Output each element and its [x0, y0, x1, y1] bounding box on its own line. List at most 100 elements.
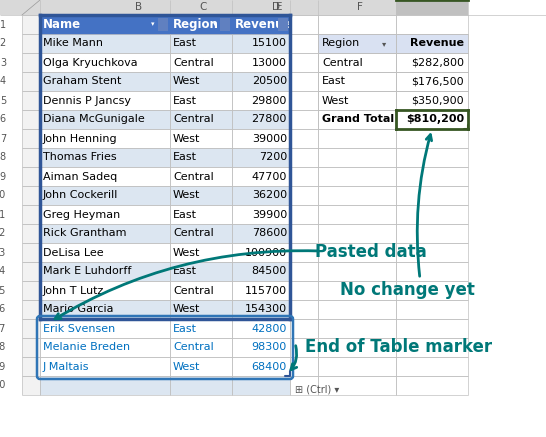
Bar: [318, 91, 396, 110]
Bar: [232, 110, 290, 129]
Bar: [318, 91, 396, 110]
Bar: [170, 319, 232, 338]
Bar: [232, 72, 290, 91]
Text: West: West: [173, 191, 200, 201]
Bar: [22, 262, 40, 281]
Bar: [170, 262, 232, 281]
Bar: [22, 15, 40, 34]
Bar: [158, 18, 168, 31]
Bar: [232, 91, 290, 110]
Text: J Maltais: J Maltais: [43, 361, 90, 371]
Text: 15100: 15100: [252, 38, 287, 49]
Bar: [170, 15, 232, 34]
Bar: [40, 186, 170, 205]
Text: 16: 16: [0, 305, 6, 315]
Bar: [290, 186, 318, 205]
Bar: [232, 376, 290, 395]
Text: Mark E Luhdorff: Mark E Luhdorff: [43, 267, 132, 277]
Bar: [396, 110, 468, 129]
Bar: [396, 243, 468, 262]
Text: Pasted data: Pasted data: [315, 243, 427, 261]
Bar: [40, 72, 170, 91]
Bar: [290, 224, 318, 243]
Bar: [290, 243, 318, 262]
Bar: [396, 224, 468, 243]
Text: 11: 11: [0, 209, 6, 219]
Text: C: C: [199, 3, 207, 13]
Bar: [318, 72, 396, 91]
Bar: [290, 300, 318, 319]
Text: East: East: [322, 76, 346, 87]
Text: 12: 12: [0, 229, 6, 239]
Bar: [40, 357, 170, 376]
Text: Central: Central: [173, 171, 213, 181]
Text: 10: 10: [0, 191, 6, 201]
Bar: [40, 0, 170, 15]
Text: East: East: [173, 209, 197, 219]
Text: Aiman Sadeq: Aiman Sadeq: [43, 171, 117, 181]
Bar: [232, 15, 290, 34]
Text: Diana McGunigale: Diana McGunigale: [43, 114, 145, 125]
Text: 17: 17: [0, 323, 6, 333]
Bar: [22, 53, 40, 72]
Bar: [396, 53, 468, 72]
Text: Revenue: Revenue: [235, 18, 292, 31]
Bar: [318, 224, 396, 243]
Text: 13000: 13000: [252, 58, 287, 67]
Text: John Cockerill: John Cockerill: [43, 191, 118, 201]
Bar: [232, 0, 290, 15]
Bar: [396, 376, 468, 395]
Text: $282,800: $282,800: [411, 58, 464, 67]
Bar: [40, 338, 170, 357]
Text: 8: 8: [0, 153, 6, 163]
Bar: [170, 376, 232, 395]
Bar: [232, 224, 290, 243]
Text: 36200: 36200: [252, 191, 287, 201]
Bar: [170, 167, 232, 186]
Text: East: East: [173, 96, 197, 105]
Text: Name: Name: [43, 18, 81, 31]
Bar: [396, 167, 468, 186]
Text: 13: 13: [0, 247, 6, 257]
Text: D: D: [272, 3, 280, 13]
Text: 68400: 68400: [252, 361, 287, 371]
Bar: [318, 110, 396, 129]
Text: $350,900: $350,900: [411, 96, 464, 105]
Bar: [290, 338, 318, 357]
Bar: [290, 167, 318, 186]
Text: 84500: 84500: [252, 267, 287, 277]
Bar: [396, 91, 468, 110]
Bar: [232, 300, 290, 319]
Text: ▾: ▾: [213, 21, 217, 28]
Text: Revenue: Revenue: [410, 38, 464, 49]
Text: ▾: ▾: [271, 21, 275, 28]
Bar: [290, 148, 318, 167]
Bar: [22, 110, 40, 129]
Bar: [396, 338, 468, 357]
Bar: [318, 262, 396, 281]
Text: $810,200: $810,200: [406, 114, 464, 125]
Text: 6: 6: [0, 114, 6, 125]
Bar: [318, 300, 396, 319]
Bar: [318, 205, 396, 224]
Text: 39900: 39900: [252, 209, 287, 219]
Text: $176,500: $176,500: [411, 76, 464, 87]
Bar: [396, 15, 468, 34]
Bar: [232, 167, 290, 186]
Bar: [170, 205, 232, 224]
Text: F: F: [357, 3, 363, 13]
Bar: [318, 338, 396, 357]
Bar: [396, 91, 468, 110]
Text: Rick Grantham: Rick Grantham: [43, 229, 127, 239]
Text: 100900: 100900: [245, 247, 287, 257]
Bar: [22, 129, 40, 148]
Bar: [290, 72, 318, 91]
Text: 3: 3: [0, 58, 6, 67]
Bar: [40, 129, 170, 148]
Bar: [290, 0, 318, 15]
Bar: [40, 243, 170, 262]
Bar: [396, 300, 468, 319]
Bar: [40, 15, 170, 34]
Bar: [232, 319, 290, 338]
Text: West: West: [173, 361, 200, 371]
